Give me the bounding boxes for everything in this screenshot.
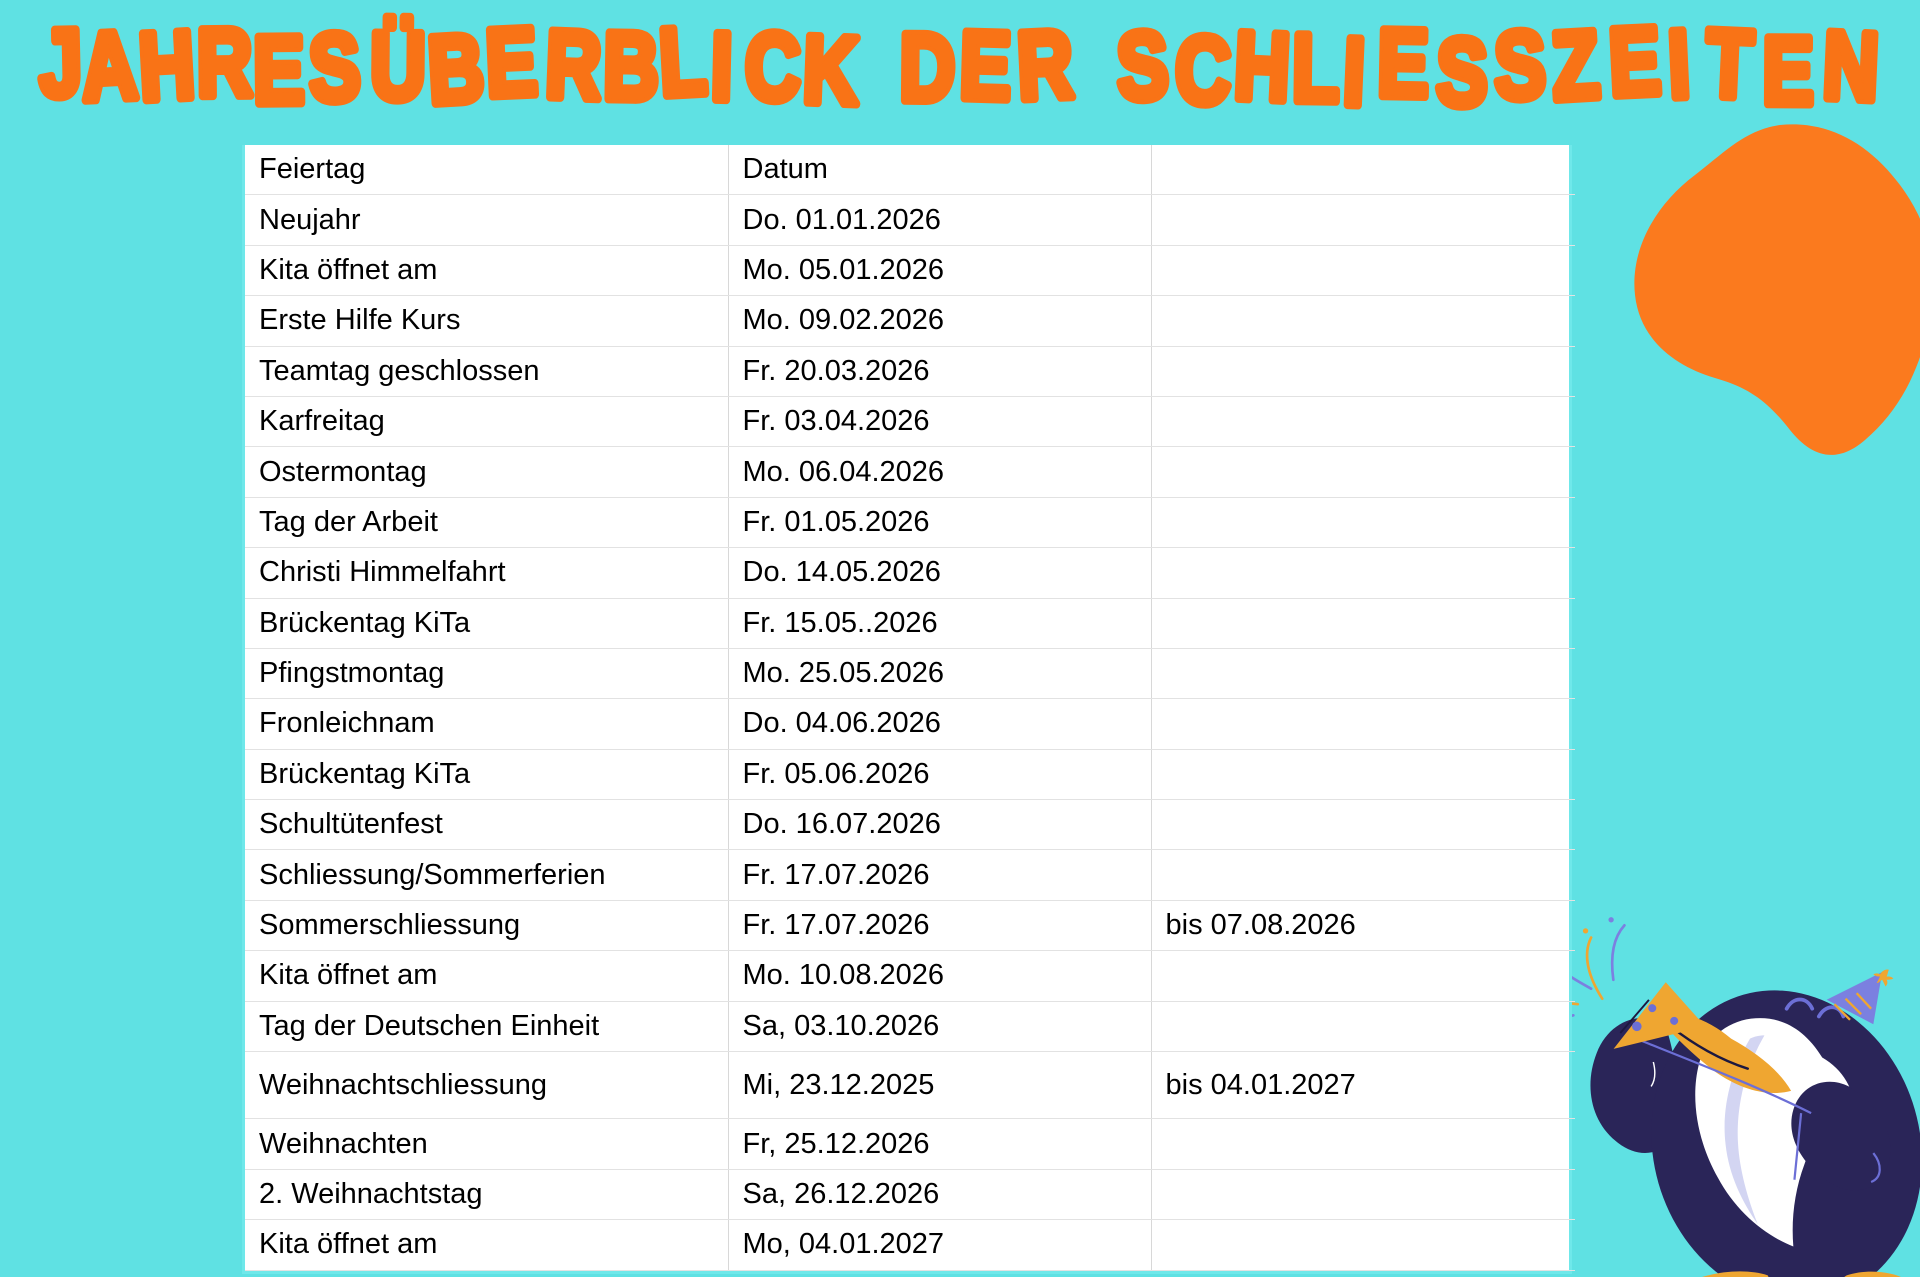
svg-text:E: E	[1607, 7, 1663, 116]
svg-text:D: D	[899, 14, 955, 122]
svg-text:B: B	[425, 15, 486, 125]
svg-text:Ü: Ü	[370, 13, 426, 121]
svg-text:I: I	[710, 13, 734, 121]
svg-text:L: L	[1292, 15, 1340, 123]
svg-text:E: E	[1762, 18, 1814, 125]
svg-text:S: S	[1493, 11, 1547, 119]
svg-text:T: T	[1704, 10, 1756, 119]
svg-text:E: E	[958, 12, 1012, 121]
svg-text:E: E	[483, 8, 539, 117]
svg-text:J: J	[38, 9, 83, 117]
svg-text:E: E	[1377, 9, 1430, 117]
svg-text:H: H	[136, 11, 197, 121]
svg-text:L: L	[657, 7, 710, 116]
svg-text:H: H	[1232, 12, 1292, 122]
svg-text:N: N	[1821, 12, 1881, 121]
svg-text:S: S	[307, 14, 362, 123]
svg-text:S: S	[1115, 12, 1171, 121]
svg-text:K: K	[801, 16, 860, 125]
svg-text:C: C	[744, 13, 801, 121]
svg-text:S: S	[1436, 19, 1489, 127]
svg-text:Z: Z	[1549, 11, 1602, 121]
svg-text:A: A	[79, 11, 140, 121]
svg-text:B: B	[603, 13, 660, 121]
svg-text:C: C	[1174, 16, 1232, 124]
svg-text:I: I	[1666, 10, 1692, 118]
svg-text:E: E	[253, 17, 305, 125]
svg-text:R: R	[1015, 11, 1075, 121]
svg-text:I: I	[1341, 18, 1367, 126]
svg-text:R: R	[544, 11, 604, 120]
svg-text:R: R	[196, 9, 252, 117]
